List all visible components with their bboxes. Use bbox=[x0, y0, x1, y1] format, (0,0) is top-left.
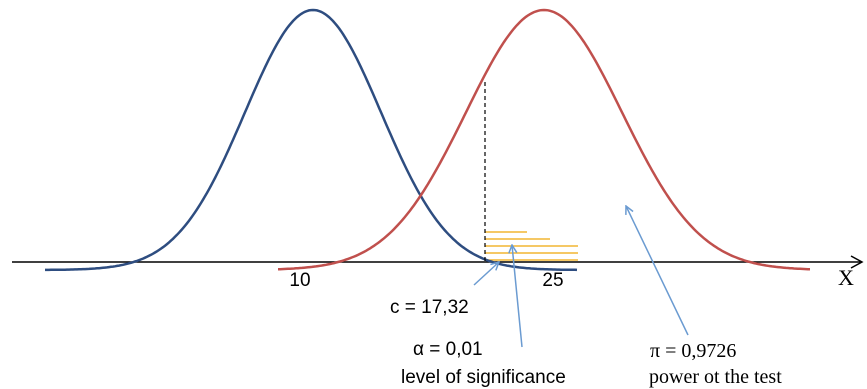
power-arrow bbox=[626, 206, 689, 336]
alpha-value-label: α = 0,01 bbox=[413, 339, 483, 360]
critical-value-label: c = 17,32 bbox=[390, 297, 469, 318]
critical-value-arrow bbox=[473, 262, 499, 286]
tick-label-null-mean: 10 bbox=[289, 270, 310, 291]
null-distribution-curve bbox=[45, 8, 578, 272]
power-value-label: π = 0,9726 bbox=[650, 340, 736, 362]
x-axis-label: X bbox=[838, 265, 854, 290]
alpha-caption: level of significance bbox=[401, 367, 566, 388]
power-caption: power ot the test bbox=[649, 366, 782, 388]
alpha-arrow bbox=[512, 245, 523, 348]
alternative-distribution-curve bbox=[278, 8, 810, 271]
tick-label-alt-mean: 25 bbox=[542, 270, 563, 291]
alpha-shading bbox=[485, 231, 578, 261]
